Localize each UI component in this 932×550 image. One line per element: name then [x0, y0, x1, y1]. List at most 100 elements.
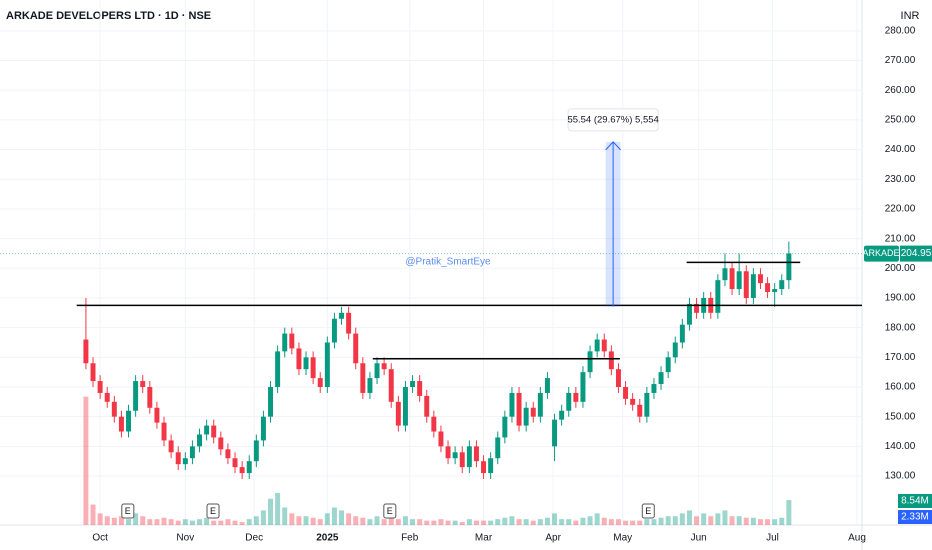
y-tick-label: 140.00: [885, 441, 916, 452]
volume-bar: [708, 516, 714, 525]
volume-bar: [701, 513, 707, 525]
candle-body: [729, 268, 735, 290]
y-tick-label: 130.00: [885, 471, 916, 482]
volume-ma-label: 2.33M: [901, 512, 929, 523]
y-tick-label: 220.00: [885, 204, 916, 215]
volume-bar: [729, 516, 735, 525]
x-tick-label: Oct: [92, 533, 108, 544]
volume-bar: [417, 519, 423, 525]
y-tick-label: 210.00: [885, 233, 916, 244]
earnings-label: E: [645, 506, 651, 516]
candle-body: [232, 458, 238, 468]
candle-body: [743, 271, 749, 298]
candle-body: [246, 461, 252, 474]
x-tick-label: 2025: [316, 533, 339, 544]
volume-bar: [559, 519, 565, 525]
y-tick-label: 240.00: [885, 144, 916, 155]
volume-bar: [743, 517, 749, 525]
y-tick-label: 270.00: [885, 55, 916, 66]
volume-bar: [296, 516, 302, 525]
volume-bar: [133, 513, 139, 525]
volume-bar: [402, 516, 408, 525]
candle-body: [686, 303, 692, 325]
volume-bar: [410, 519, 416, 525]
volume-bar: [388, 517, 394, 525]
chart-title: ARKADE DEVELOPERS LTD · 1D · NSE: [6, 10, 211, 22]
candle-body: [502, 416, 508, 438]
candle-body: [516, 392, 522, 426]
volume-bar: [331, 507, 337, 525]
ticker-label: ARKADE: [862, 248, 899, 258]
volume-bar: [282, 507, 288, 525]
x-tick-label: Nov: [176, 533, 194, 544]
candle-body: [459, 452, 465, 468]
volume-bar: [104, 516, 110, 525]
volume-bar: [672, 516, 678, 525]
candle-body: [90, 363, 96, 382]
price-tag: [900, 245, 932, 262]
volume-bar: [630, 520, 636, 525]
candle-body: [615, 369, 621, 387]
volume-bar: [694, 516, 700, 525]
volume-bar: [303, 516, 309, 525]
volume-bar: [374, 516, 380, 525]
candle-body: [388, 369, 394, 402]
volume-bar: [339, 510, 345, 525]
candle-body: [672, 342, 678, 358]
volume-bar: [736, 516, 742, 525]
candle-body: [786, 253, 792, 281]
volume-tag: [898, 494, 932, 508]
y-tick-label: 160.00: [885, 382, 916, 393]
volume-pane: [83, 396, 792, 525]
candle-body: [694, 303, 700, 313]
candle-body: [133, 381, 139, 411]
earnings-label: E: [125, 506, 131, 516]
y-tick-label: 200.00: [885, 263, 916, 274]
candle-body: [211, 425, 217, 438]
volume-bar: [637, 520, 643, 525]
candle-body: [175, 452, 181, 465]
volume-bar: [552, 513, 558, 525]
candle-body: [289, 333, 295, 349]
candle-body: [608, 351, 614, 370]
volume-bar: [722, 510, 728, 525]
candle-body: [651, 384, 657, 393]
volume-bar: [516, 519, 522, 525]
candle-body: [587, 351, 593, 373]
volume-bar: [459, 522, 465, 525]
volume-bar: [346, 513, 352, 525]
volume-bar: [757, 519, 763, 525]
volume-bar: [651, 519, 657, 525]
volume-bar: [118, 516, 124, 525]
volume-bar: [260, 510, 266, 525]
candle-body: [239, 467, 245, 474]
y-tick-label: 260.00: [885, 85, 916, 96]
volume-bar: [175, 520, 181, 525]
volume-bar: [658, 517, 664, 525]
volume-bar: [111, 517, 117, 525]
volume-bar: [360, 517, 366, 525]
volume-bar: [225, 519, 231, 525]
candle-body: [544, 378, 550, 393]
volume-bar: [275, 492, 281, 525]
volume-bar: [431, 520, 437, 525]
candle-body: [552, 419, 558, 447]
candle-body: [566, 392, 572, 411]
volume-bar: [324, 513, 330, 525]
candle-body: [644, 392, 650, 417]
candle-body: [253, 440, 259, 462]
volume-bar: [573, 520, 579, 525]
candle-body: [495, 437, 501, 459]
volume-bar: [452, 520, 458, 525]
candle-body: [431, 416, 437, 432]
candle-body: [381, 363, 387, 370]
measure-label-box: [567, 108, 659, 132]
candle-body: [402, 386, 408, 426]
watermark: @Pratik_SmartEye: [405, 257, 491, 268]
volume-bar: [424, 520, 430, 525]
earnings-marker: [641, 503, 655, 519]
candle-body: [679, 324, 685, 343]
candle-body: [374, 363, 380, 379]
candle-body: [630, 398, 636, 405]
